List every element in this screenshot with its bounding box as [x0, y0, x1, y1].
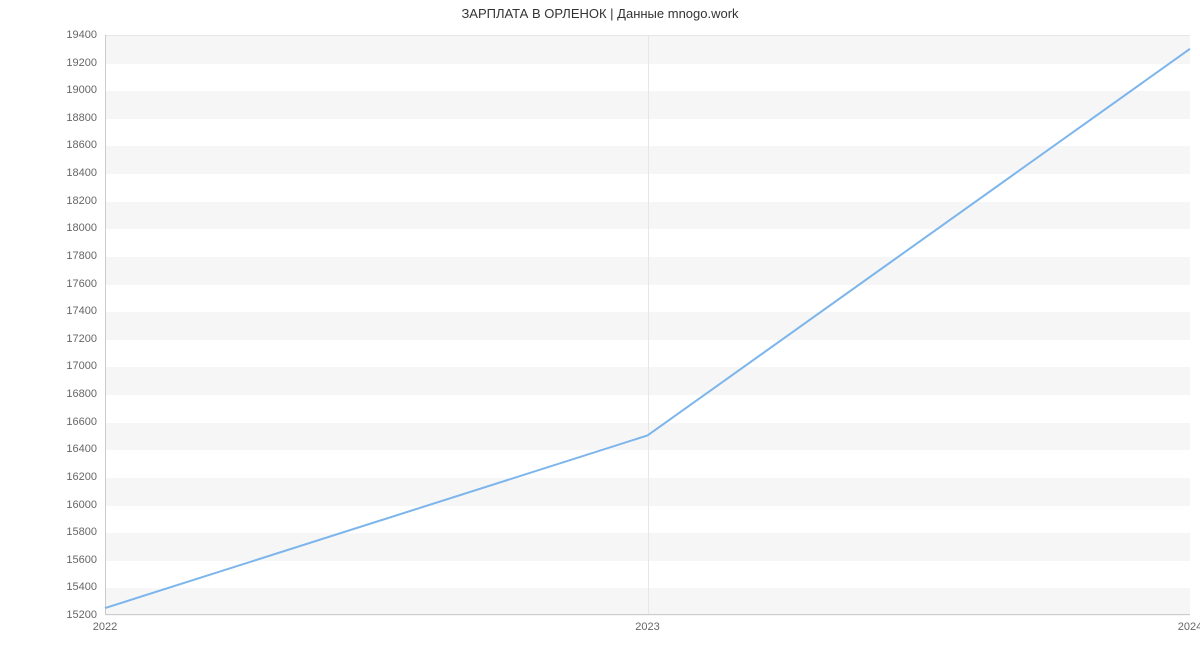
x-tick-label: 2024 [1178, 621, 1200, 633]
y-tick-label: 18000 [57, 222, 97, 234]
y-tick-label: 15400 [57, 581, 97, 593]
y-tick-label: 18400 [57, 167, 97, 179]
y-tick-label: 18800 [57, 112, 97, 124]
y-tick-label: 16600 [57, 416, 97, 428]
y-tick-label: 16200 [57, 471, 97, 483]
x-tick-label: 2022 [93, 621, 117, 633]
chart-title: ЗАРПЛАТА В ОРЛЕНОК | Данные mnogo.work [0, 6, 1200, 21]
y-tick-label: 16800 [57, 388, 97, 400]
y-tick-label: 18600 [57, 139, 97, 151]
y-tick-label: 16400 [57, 443, 97, 455]
y-tick-label: 17400 [57, 305, 97, 317]
y-tick-label: 15600 [57, 554, 97, 566]
y-tick-label: 16000 [57, 499, 97, 511]
y-tick-label: 17800 [57, 250, 97, 262]
y-tick-label: 19400 [57, 29, 97, 41]
y-tick-label: 19200 [57, 57, 97, 69]
y-tick-label: 15200 [57, 609, 97, 621]
y-tick-label: 19000 [57, 84, 97, 96]
y-tick-label: 18200 [57, 195, 97, 207]
line-chart: ЗАРПЛАТА В ОРЛЕНОК | Данные mnogo.work 1… [0, 0, 1200, 650]
series-line [105, 35, 1190, 615]
x-tick-label: 2023 [635, 621, 659, 633]
y-tick-label: 17200 [57, 333, 97, 345]
y-tick-label: 17000 [57, 360, 97, 372]
y-tick-label: 17600 [57, 278, 97, 290]
plot-area: 1520015400156001580016000162001640016600… [105, 35, 1190, 615]
y-tick-label: 15800 [57, 526, 97, 538]
